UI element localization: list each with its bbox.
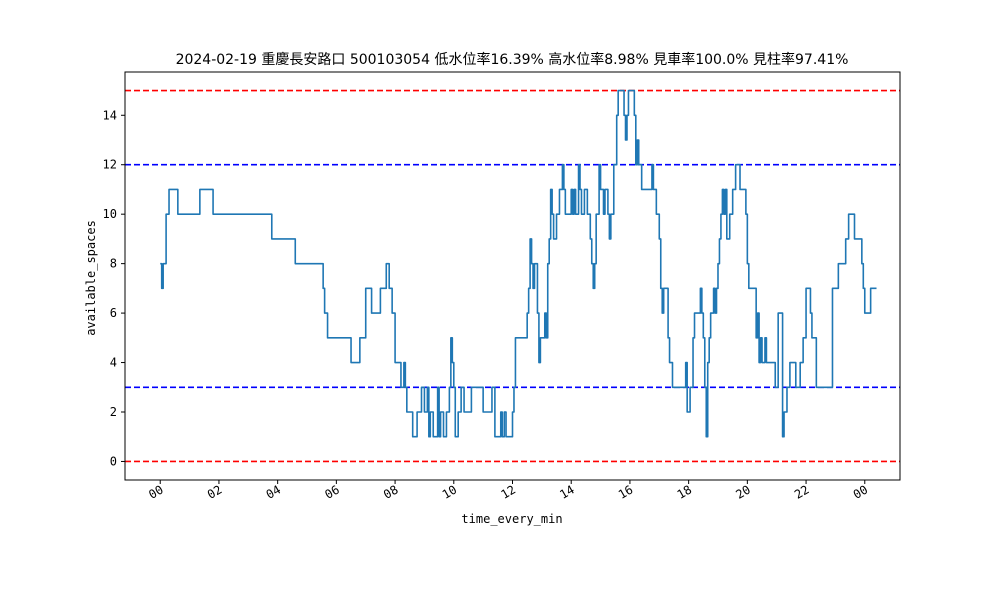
y-tick-label: 14 [103, 108, 117, 122]
y-tick-label: 4 [110, 356, 117, 370]
x-tick-label: 10 [440, 482, 460, 501]
x-axis-ticks: 00 02 04 06 08 10 12 14 16 18 20 22 00 [146, 480, 870, 502]
x-tick-label: 16 [616, 482, 636, 501]
x-tick-label: 22 [792, 482, 812, 501]
y-tick-label: 6 [110, 306, 117, 320]
chart-title: 2024-02-19 重慶長安路口 500103054 低水位率16.39% 高… [176, 51, 849, 68]
x-tick-label: 04 [264, 482, 284, 501]
y-tick-label: 8 [110, 257, 117, 271]
reference-lines [125, 89, 900, 463]
x-tick-label: 08 [381, 482, 401, 501]
x-tick-label: 06 [322, 482, 342, 501]
y-tick-label: 0 [110, 454, 117, 468]
x-tick-label: 02 [205, 482, 225, 501]
x-tick-label: 12 [498, 482, 518, 501]
y-axis-label: available_spaces [84, 220, 98, 336]
x-tick-label: 00 [146, 482, 166, 501]
y-tick-label: 2 [110, 405, 117, 419]
y-axis-ticks: 0 2 4 6 8 10 12 14 [103, 108, 125, 468]
x-tick-label: 00 [851, 482, 871, 501]
x-tick-label: 20 [733, 482, 753, 501]
y-tick-label: 12 [103, 158, 117, 172]
y-tick-label: 10 [103, 207, 117, 221]
x-tick-label: 14 [557, 482, 577, 501]
x-tick-label: 18 [675, 482, 695, 501]
series-layer [160, 89, 877, 438]
x-axis-label: time_every_min [461, 512, 562, 526]
series-line-0 [160, 89, 877, 438]
